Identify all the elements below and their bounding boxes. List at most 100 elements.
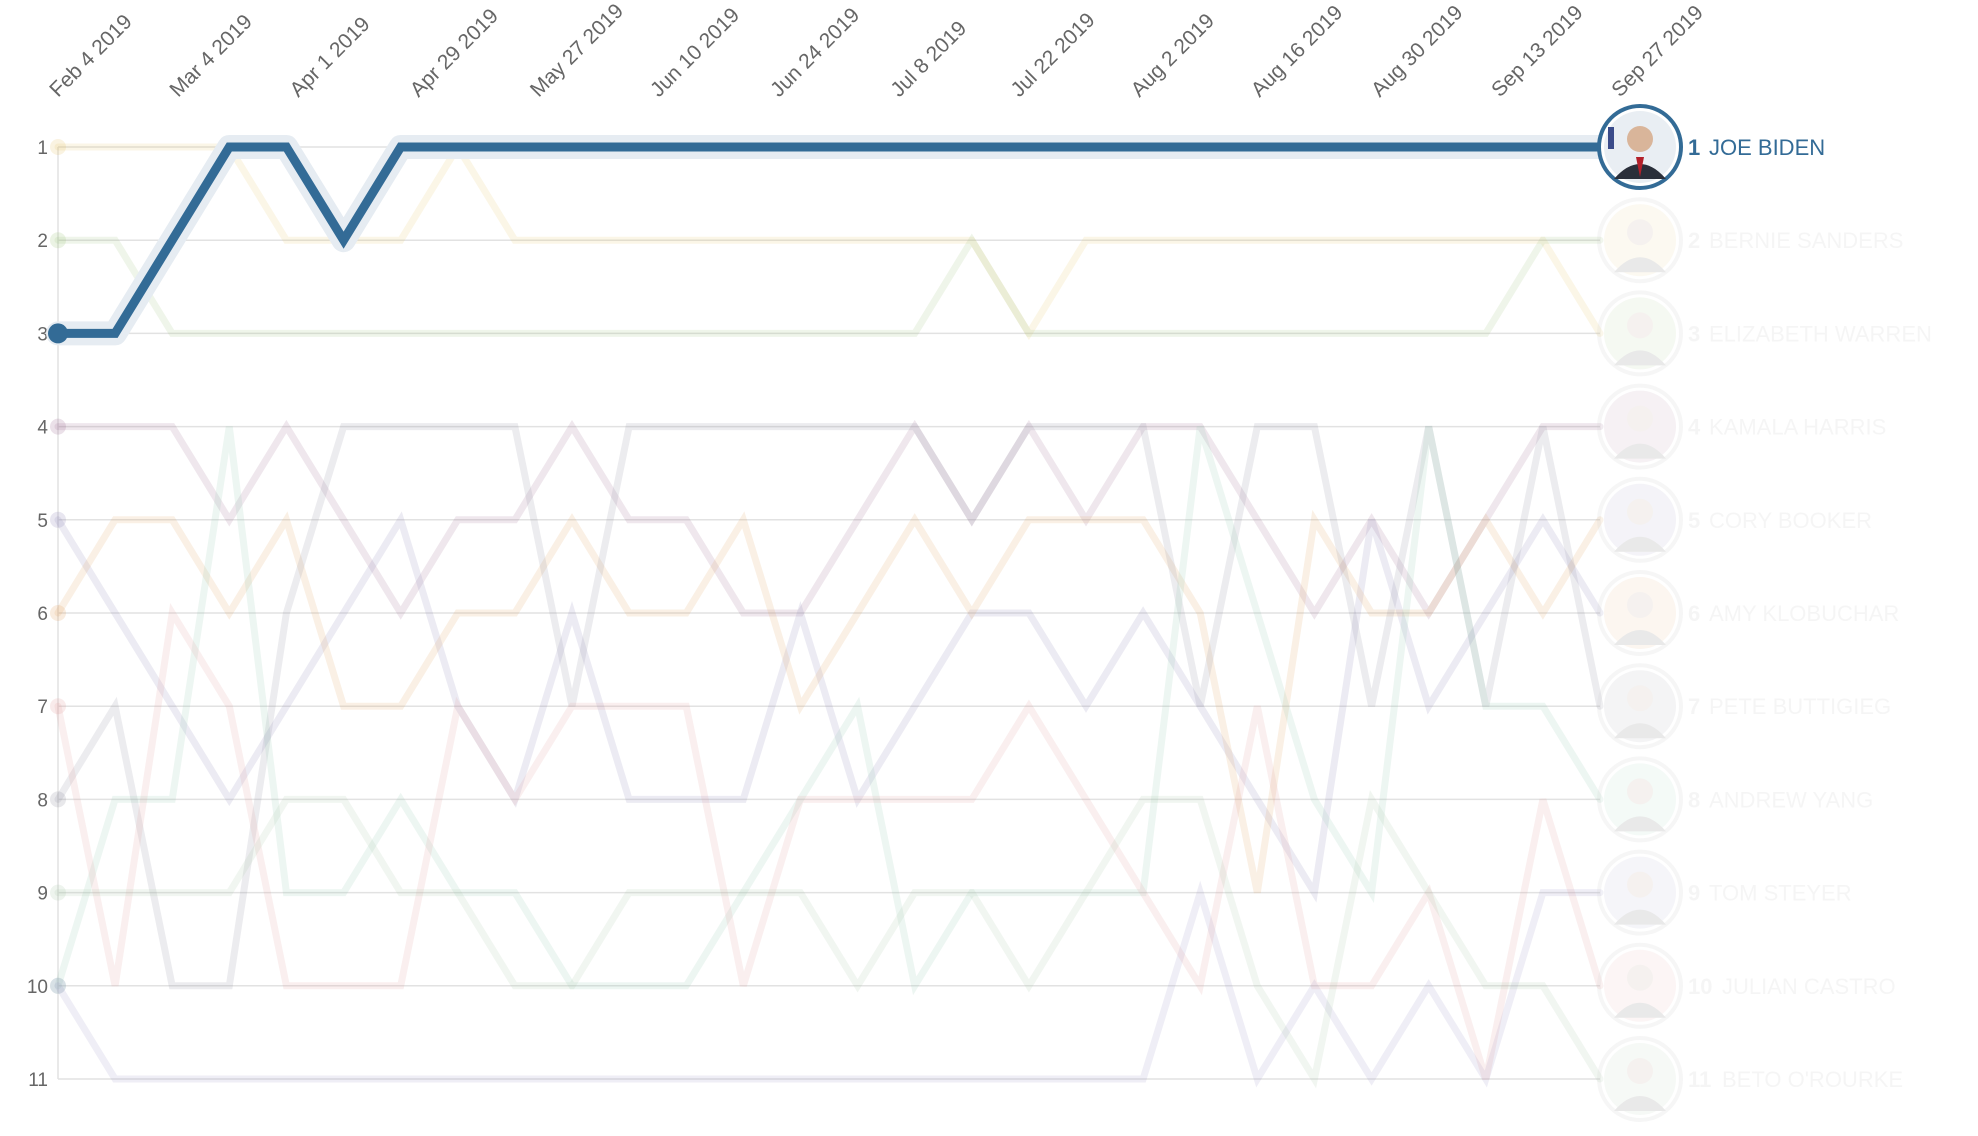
candidate-labels: 1 JOE BIDEN 2 BERNIE SANDERS 3 ELIZABETH WARR… xyxy=(1597,104,1932,1122)
series-start-dot xyxy=(50,977,66,994)
avatar-body-icon xyxy=(1614,1096,1666,1111)
series-line xyxy=(54,423,1604,990)
avatar-flag-icon xyxy=(1608,127,1614,149)
series-amy-klobuchar xyxy=(50,509,1604,894)
candidate-label: 2 BERNIE SANDERS xyxy=(1597,197,1903,284)
series-lines xyxy=(46,135,1612,1089)
candidate-name: CORY BOOKER xyxy=(1709,508,1872,533)
candidate-label: 9 TOM STEYER xyxy=(1597,849,1852,936)
candidate-rank: 10 xyxy=(1688,974,1712,999)
avatar-ring xyxy=(1597,942,1683,1029)
candidate-label: 5 CORY BOOKER xyxy=(1597,476,1872,563)
avatar-ring xyxy=(1597,756,1683,843)
y-tick-label: 11 xyxy=(28,1070,48,1091)
avatar-ring xyxy=(1597,197,1683,284)
candidate-name: AMY KLOBUCHAR xyxy=(1709,601,1899,626)
series-line xyxy=(54,790,1604,1089)
x-tick-label: Jun 24 2019 xyxy=(766,4,864,102)
series-bernie-sanders xyxy=(50,139,1604,341)
series-pete-buttigieg xyxy=(50,423,1604,990)
series-start-dot xyxy=(50,139,66,155)
avatar-head-icon xyxy=(1627,498,1653,525)
candidate-label: 6 AMY KLOBUCHAR xyxy=(1597,570,1899,656)
x-tick-label: Aug 16 2019 xyxy=(1247,1,1347,101)
avatar xyxy=(1604,1043,1676,1115)
series-start-dot xyxy=(50,418,66,435)
avatar-head-icon xyxy=(1627,778,1653,805)
x-axis-tick-labels: Feb 4 2019 Mar 4 2019 Apr 1 2019 Apr 29 201… xyxy=(45,0,1707,102)
candidate-label: 7 PETE BUTTIGIEG xyxy=(1597,663,1891,750)
candidate-label: 10 JULIAN CASTRO xyxy=(1597,942,1896,1029)
grid-layer xyxy=(57,146,1600,1080)
series-tom-steyer xyxy=(50,880,1604,1088)
y-tick-label: 7 xyxy=(37,697,48,718)
candidate-rank: 9 xyxy=(1688,881,1700,906)
avatar-ring xyxy=(1597,383,1683,470)
series-line xyxy=(54,140,1604,341)
series-beto-o-rourke xyxy=(50,790,1604,1089)
candidate-rank: 11 xyxy=(1688,1067,1711,1092)
candidate-name: JULIAN CASTRO xyxy=(1722,974,1896,999)
candidate-name: BERNIE SANDERS xyxy=(1709,228,1903,253)
series-line xyxy=(54,509,1604,894)
series-start-dot xyxy=(50,791,66,808)
candidate-rank: 7 xyxy=(1688,694,1700,719)
avatar-ring xyxy=(1597,476,1683,563)
avatar-body-icon xyxy=(1614,816,1666,832)
candidate-name: BETO O'ROURKE xyxy=(1722,1067,1903,1092)
avatar-ring xyxy=(1597,1036,1683,1122)
avatar xyxy=(1604,949,1676,1022)
series-start-dot xyxy=(48,323,68,344)
avatar-ring xyxy=(1597,663,1683,750)
avatar xyxy=(1604,856,1676,929)
x-tick-label: Apr 1 2019 xyxy=(286,13,375,102)
series-start-dot xyxy=(50,511,66,528)
avatar-head-icon xyxy=(1627,219,1653,246)
avatar-body-icon xyxy=(1614,350,1666,366)
avatar-body-icon xyxy=(1614,630,1666,645)
x-tick-label: Apr 29 2019 xyxy=(406,4,503,101)
series-start-dot xyxy=(50,232,66,249)
candidate-name: ANDREW YANG xyxy=(1709,787,1873,812)
series-start-dot xyxy=(50,977,66,994)
y-tick-label: 9 xyxy=(37,884,48,905)
avatar xyxy=(1604,204,1676,277)
x-tick-label: Jun 10 2019 xyxy=(646,4,744,102)
series-line xyxy=(54,603,1604,1081)
series-andrew-yang xyxy=(50,425,1604,996)
candidate-name: ELIZABETH WARREN xyxy=(1709,321,1932,346)
x-tick-label: Feb 4 2019 xyxy=(45,10,136,101)
avatar-head-icon xyxy=(1627,312,1653,339)
avatar xyxy=(1604,483,1676,556)
series-line xyxy=(54,233,1604,337)
avatar-body-icon xyxy=(1614,723,1666,739)
avatar-head-icon xyxy=(1627,592,1653,618)
candidate-name: KAMALA HARRIS xyxy=(1709,415,1886,440)
x-tick-label: Sep 27 2019 xyxy=(1607,1,1707,101)
candidate-rank: 3 xyxy=(1688,321,1700,346)
y-tick-label: 1 xyxy=(37,138,48,159)
avatar-ring xyxy=(1597,290,1683,377)
candidate-rank: 1 xyxy=(1688,135,1700,160)
avatar xyxy=(1604,763,1676,836)
x-tick-label: Sep 13 2019 xyxy=(1487,1,1587,101)
avatar xyxy=(1604,297,1676,370)
avatar-head-icon xyxy=(1627,964,1653,991)
candidate-rank: 5 xyxy=(1688,508,1700,533)
series-line xyxy=(53,142,1605,338)
avatar-head-icon xyxy=(1627,871,1653,898)
candidate-name: PETE BUTTIGIEG xyxy=(1709,694,1891,719)
series-cory-booker xyxy=(50,511,1604,903)
series-line xyxy=(54,419,1604,620)
avatar-ring xyxy=(1597,849,1683,936)
series-start-dot xyxy=(50,605,66,621)
x-tick-label: Mar 4 2019 xyxy=(165,10,256,101)
candidate-name: TOM STEYER xyxy=(1709,881,1852,906)
series-joe-biden xyxy=(46,135,1612,346)
x-tick-label: Aug 2 2019 xyxy=(1127,9,1219,101)
x-tick-label: Jul 8 2019 xyxy=(886,17,971,102)
series-start-dot xyxy=(50,698,66,715)
avatar-head-icon xyxy=(1627,685,1653,712)
avatar-head-icon xyxy=(1627,1058,1653,1084)
